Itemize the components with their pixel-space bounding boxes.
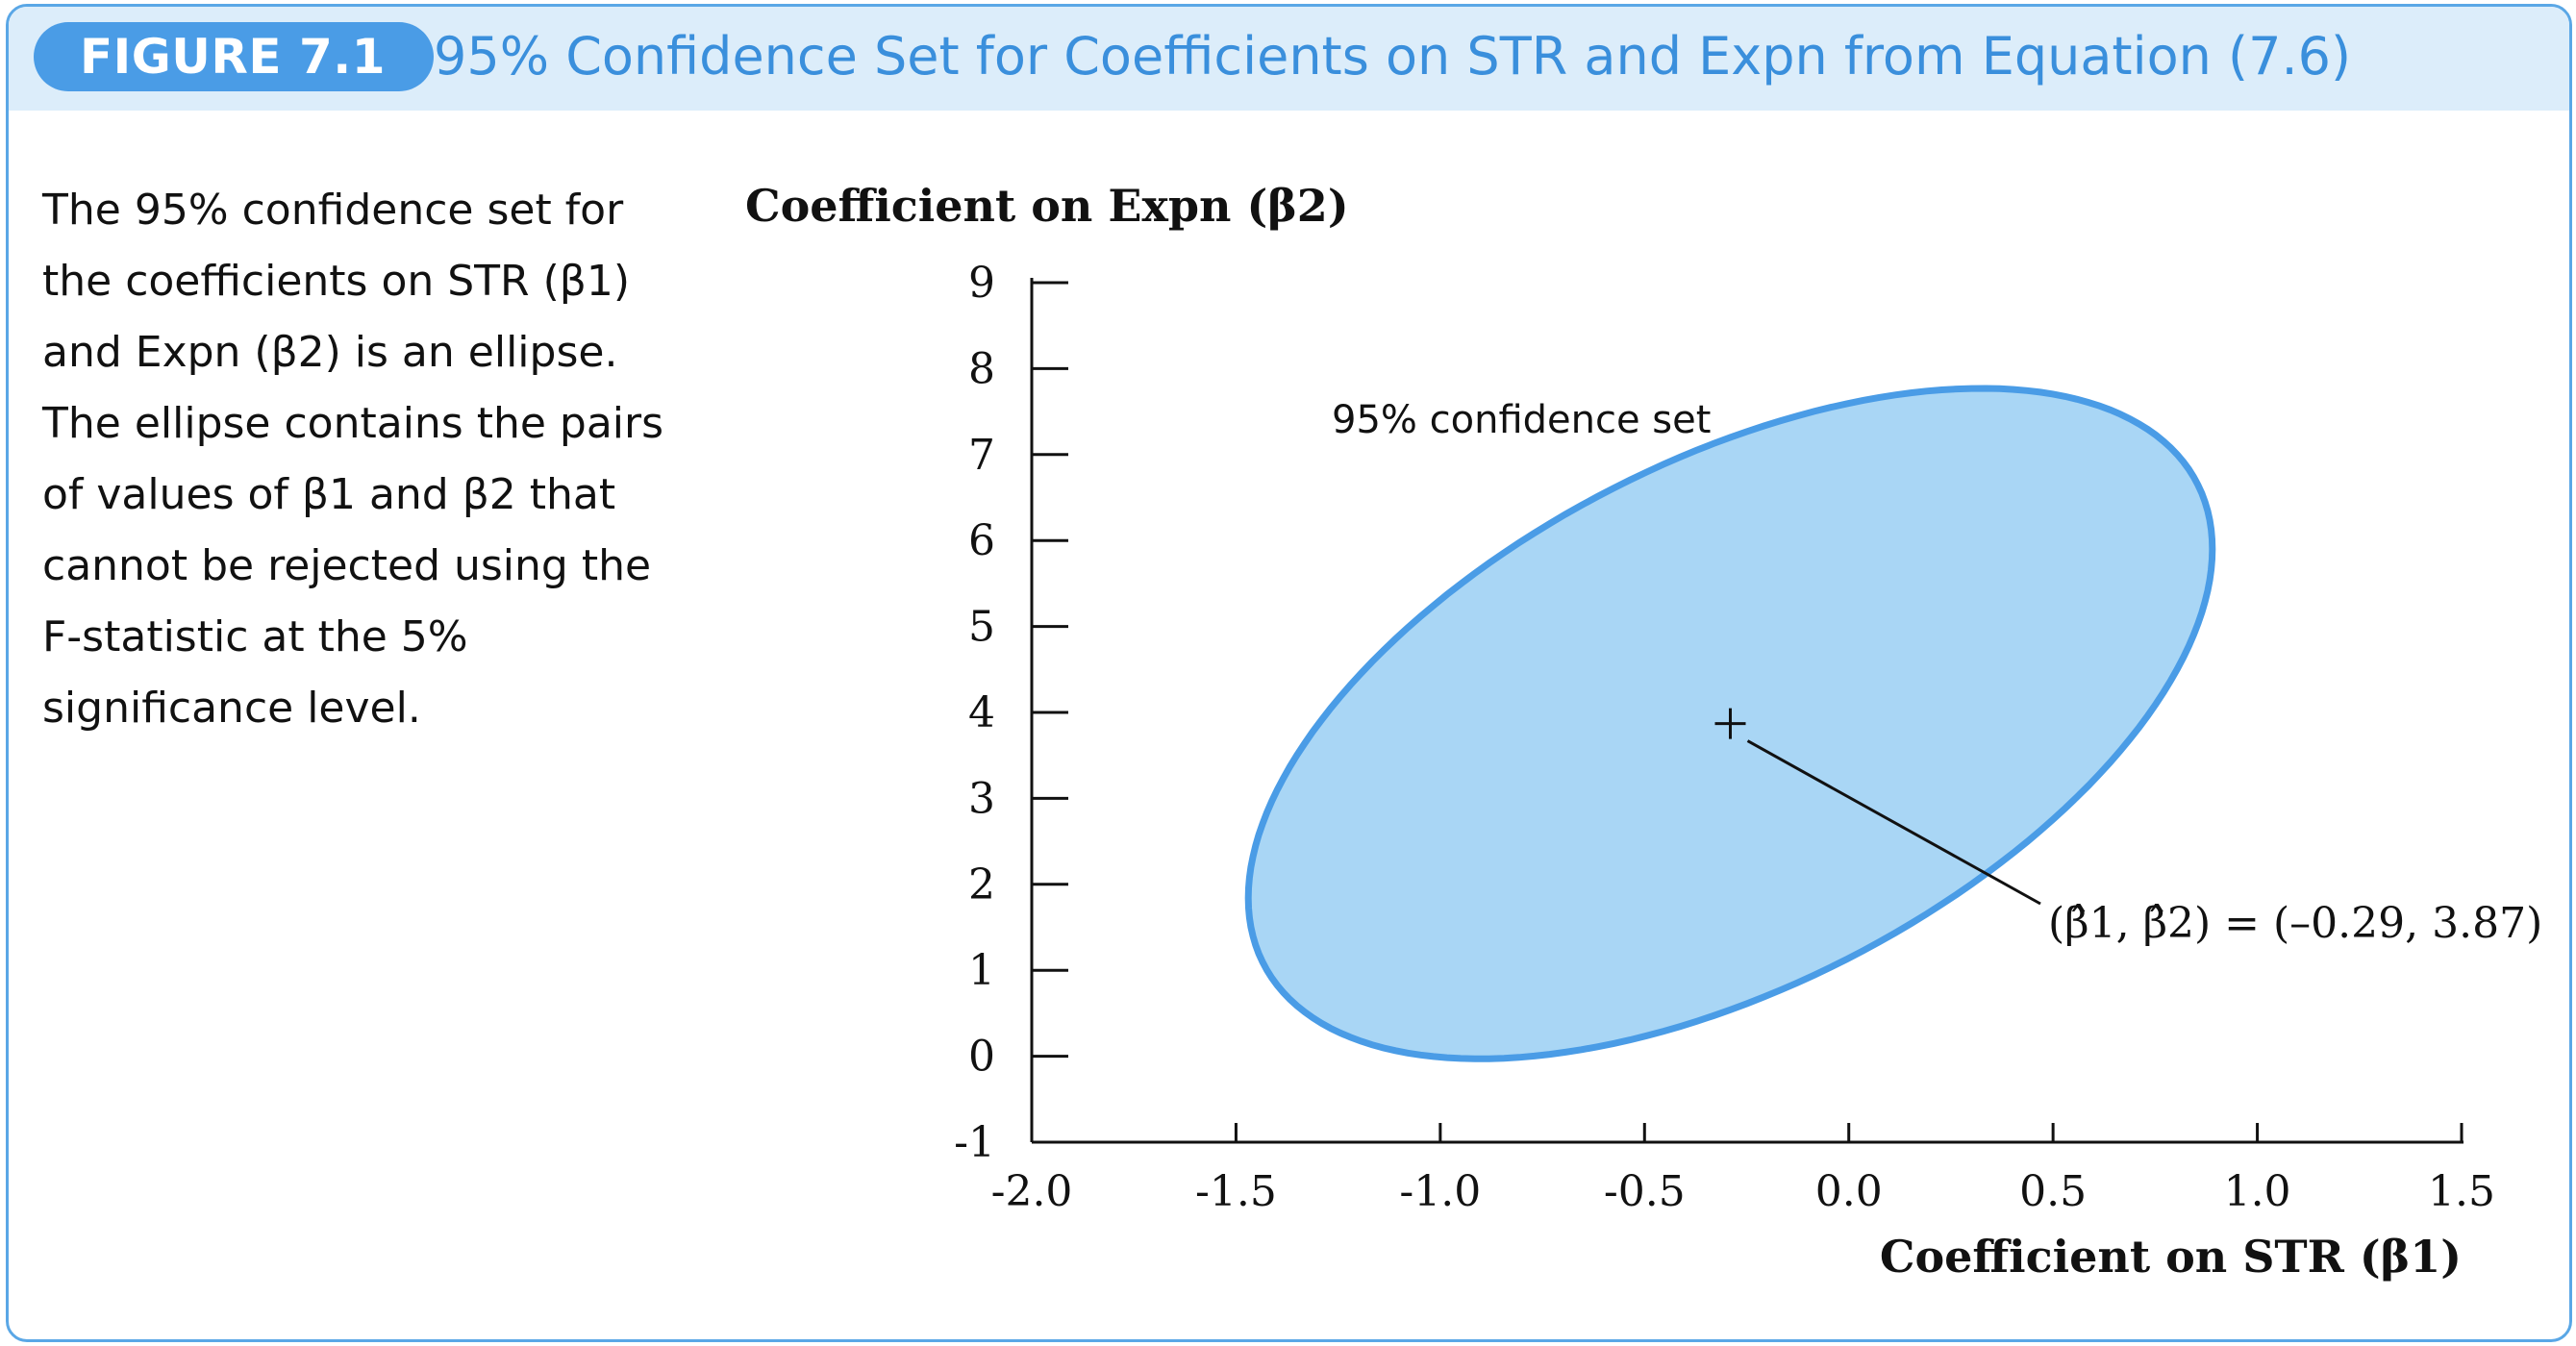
x-tick-label: 0.5 — [2019, 1167, 2087, 1216]
y-tick-label: 4 — [968, 688, 995, 737]
confidence-set-label: 95% confidence set — [1332, 398, 1711, 442]
y-axis-label: Coefficient on Expn (β2) — [745, 180, 1349, 232]
y-tick-label: 9 — [968, 259, 995, 308]
y-tick-label: 5 — [968, 603, 995, 652]
point-estimate-annotation: (β̂1, β̂2) = (–0.29, 3.87) — [2048, 899, 2542, 948]
figure-title: 95% Confidence Set for Coefficients on S… — [434, 26, 2352, 87]
y-tick-label: 1 — [968, 946, 995, 995]
x-tick-label: -0.5 — [1604, 1167, 1686, 1216]
x-tick-label: 0.0 — [1815, 1167, 1883, 1216]
annotation-leader-line — [1746, 739, 2041, 906]
figure-caption: The 95% confidence set for the coefficie… — [42, 186, 664, 733]
x-axis-label: Coefficient on STR (β1) — [1880, 1231, 2462, 1283]
x-tick-label: -1.0 — [1399, 1167, 1481, 1216]
x-tick-label: 1.5 — [2428, 1167, 2495, 1216]
x-tick-label: -1.5 — [1195, 1167, 1277, 1216]
y-tick-label: 8 — [968, 344, 995, 393]
y-tick-label: 2 — [968, 860, 995, 910]
y-tick-label: 6 — [968, 516, 995, 565]
figure-header: FIGURE 7.1 95% Confidence Set for Coeffi… — [9, 7, 2569, 111]
x-tick-label: 1.0 — [2224, 1167, 2291, 1216]
y-tick-label: -1 — [954, 1118, 995, 1167]
y-tick-label: 7 — [968, 431, 995, 480]
x-tick-label: -2.0 — [991, 1167, 1073, 1216]
y-tick-label: 0 — [968, 1033, 995, 1082]
y-tick-label: 3 — [968, 774, 995, 823]
figure-number-badge: FIGURE 7.1 — [34, 22, 435, 91]
